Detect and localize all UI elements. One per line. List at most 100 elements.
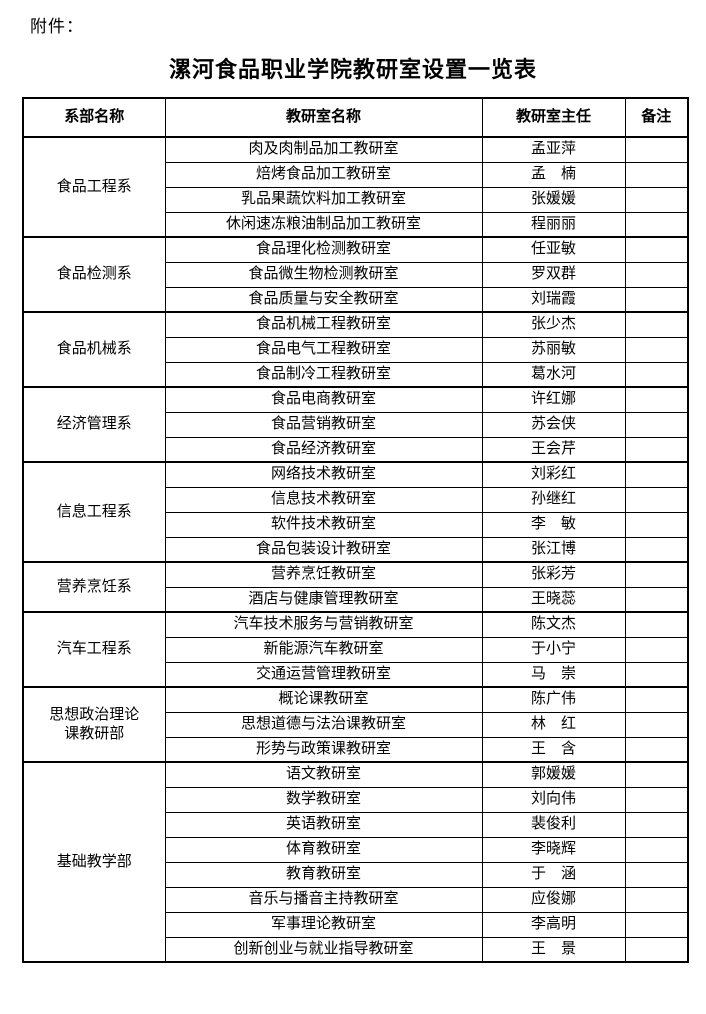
remark-cell xyxy=(624,161,689,188)
table-row: 基础教学部 语文教研室 郭媛媛 xyxy=(22,761,689,963)
remark-cell xyxy=(624,261,689,288)
office-cell: 英语教研室 xyxy=(164,811,483,838)
department-name: 营养烹饪系 xyxy=(56,578,132,595)
office-cell: 食品质量与安全教研室 xyxy=(164,286,483,313)
table-row: 军事理论教研室 李高明 xyxy=(23,911,689,938)
remark-cell xyxy=(624,936,689,963)
director-cell: 孟亚萍 xyxy=(481,136,626,163)
table-body: 食品工程系 肉及肉制品加工教研室 孟亚萍 焙烤食品加工教研室孟 楠乳品果蔬饮料加工教研… xyxy=(22,136,689,963)
director-cell: 刘向伟 xyxy=(481,786,626,813)
table-row: 交通运营管理教研室马 崇 xyxy=(23,661,689,688)
table-row: 食品电气工程教研室 苏丽敏 xyxy=(23,336,689,363)
office-cell: 军事理论教研室 xyxy=(164,911,483,938)
office-cell: 汽车技术服务与营销教研室 xyxy=(164,611,483,638)
director-cell: 任亚敏 xyxy=(481,236,626,263)
remark-cell xyxy=(624,611,689,638)
director-cell: 于小宁 xyxy=(481,636,626,663)
office-cell: 休闲速冻粮油制品加工教研室 xyxy=(164,211,483,238)
office-cell: 音乐与播音主持教研室 xyxy=(164,886,483,913)
header-row: 系部名称 教研室名称 教研室主任 备注 xyxy=(22,97,689,138)
table-row: 食品微生物检测教研室 罗双群 xyxy=(23,261,689,288)
remark-cell xyxy=(624,561,689,588)
department-name: 汽车工程系 xyxy=(56,641,132,658)
department-name: 基础教学部 xyxy=(56,853,132,870)
column-header: 备注 xyxy=(624,97,689,138)
remark-cell xyxy=(624,436,689,463)
director-cell: 马 崇 xyxy=(481,661,626,688)
department-name: 食品工程系 xyxy=(56,178,132,195)
department-name: 思想政治理论课教研部 xyxy=(49,706,140,742)
director-cell: 孟 楠 xyxy=(481,161,626,188)
table-row: 食品质量与安全教研室 刘瑞霞 xyxy=(23,286,689,313)
director-cell: 应俊娜 xyxy=(481,886,626,913)
director-cell: 李 敏 xyxy=(481,511,626,538)
table-row: 体育教研室 李晓辉 xyxy=(23,836,689,863)
remark-cell xyxy=(624,411,689,438)
remark-cell xyxy=(624,136,689,163)
column-header: 系部名称 xyxy=(22,97,166,138)
director-cell: 王 含 xyxy=(481,736,626,763)
department-name: 食品检测系 xyxy=(56,266,132,283)
table-row: 形势与政策课教研室王 含 xyxy=(23,736,689,763)
director-cell: 张彩芳 xyxy=(481,561,626,588)
column-header: 教研室名称 xyxy=(164,97,483,138)
director-cell: 张媛媛 xyxy=(481,186,626,213)
table-row: 数学教研室 刘向伟 xyxy=(23,786,689,813)
department-name: 食品机械系 xyxy=(56,341,132,358)
director-cell: 程丽丽 xyxy=(481,211,626,238)
remark-cell xyxy=(624,886,689,913)
office-cell: 食品经济教研室 xyxy=(164,436,483,463)
remark-cell xyxy=(624,586,689,613)
director-cell: 刘瑞霞 xyxy=(481,286,626,313)
department-cell: 食品检测系 xyxy=(22,236,166,313)
office-cell: 焙烤食品加工教研室 xyxy=(164,161,483,188)
remark-cell xyxy=(624,486,689,513)
director-cell: 罗双群 xyxy=(481,261,626,288)
department-name: 信息工程系 xyxy=(56,503,132,520)
remark-cell xyxy=(624,861,689,888)
remark-cell xyxy=(624,236,689,263)
office-cell: 营养烹饪教研室 xyxy=(164,561,483,588)
department-cell: 经济管理系 xyxy=(22,386,166,463)
department-name: 经济管理系 xyxy=(56,416,132,433)
office-cell: 信息技术教研室 xyxy=(164,486,483,513)
office-table: 系部名称 教研室名称 教研室主任 备注 食品工程系 肉及肉制品加工教研室 孟亚萍 焙烤食品加… xyxy=(22,97,689,963)
table-row: 酒店与健康管理教研室 王晓蕊 xyxy=(23,586,689,613)
remark-cell xyxy=(624,636,689,663)
department-cell: 食品工程系 xyxy=(22,136,166,238)
remark-cell xyxy=(624,836,689,863)
office-cell: 语文教研室 xyxy=(164,761,483,788)
director-cell: 陈广伟 xyxy=(481,686,626,713)
table-row: 营养烹饪系 营养烹饪教研室 张彩芳 xyxy=(22,561,689,613)
office-cell: 食品机械工程教研室 xyxy=(164,311,483,338)
director-cell: 裴俊利 xyxy=(481,811,626,838)
director-cell: 苏丽敏 xyxy=(481,336,626,363)
office-cell: 教育教研室 xyxy=(164,861,483,888)
office-cell: 食品微生物检测教研室 xyxy=(164,261,483,288)
director-cell: 葛水河 xyxy=(481,361,626,388)
office-cell: 创新创业与就业指导教研室 xyxy=(164,936,483,963)
department-cell: 思想政治理论课教研部 xyxy=(22,686,166,763)
remark-cell xyxy=(624,336,689,363)
remark-cell xyxy=(624,761,689,788)
office-cell: 软件技术教研室 xyxy=(164,511,483,538)
remark-cell xyxy=(624,711,689,738)
department-cell: 汽车工程系 xyxy=(22,611,166,688)
office-cell: 体育教研室 xyxy=(164,836,483,863)
table-row: 音乐与播音主持教研室 应俊娜 xyxy=(23,886,689,913)
table-row: 英语教研室 裴俊利 xyxy=(23,811,689,838)
remark-cell xyxy=(624,661,689,688)
office-cell: 新能源汽车教研室 xyxy=(164,636,483,663)
office-cell: 数学教研室 xyxy=(164,786,483,813)
table-row: 食品工程系 肉及肉制品加工教研室 孟亚萍 xyxy=(22,136,689,238)
director-cell: 李高明 xyxy=(481,911,626,938)
director-cell: 于 涵 xyxy=(481,861,626,888)
office-cell: 乳品果蔬饮料加工教研室 xyxy=(164,186,483,213)
attachment-label: 附件： xyxy=(30,17,84,36)
office-cell: 概论课教研室 xyxy=(164,686,483,713)
director-cell: 李晓辉 xyxy=(481,836,626,863)
office-cell: 肉及肉制品加工教研室 xyxy=(164,136,483,163)
director-cell: 林 红 xyxy=(481,711,626,738)
table-row: 乳品果蔬饮料加工教研室 张媛媛 xyxy=(23,186,689,213)
